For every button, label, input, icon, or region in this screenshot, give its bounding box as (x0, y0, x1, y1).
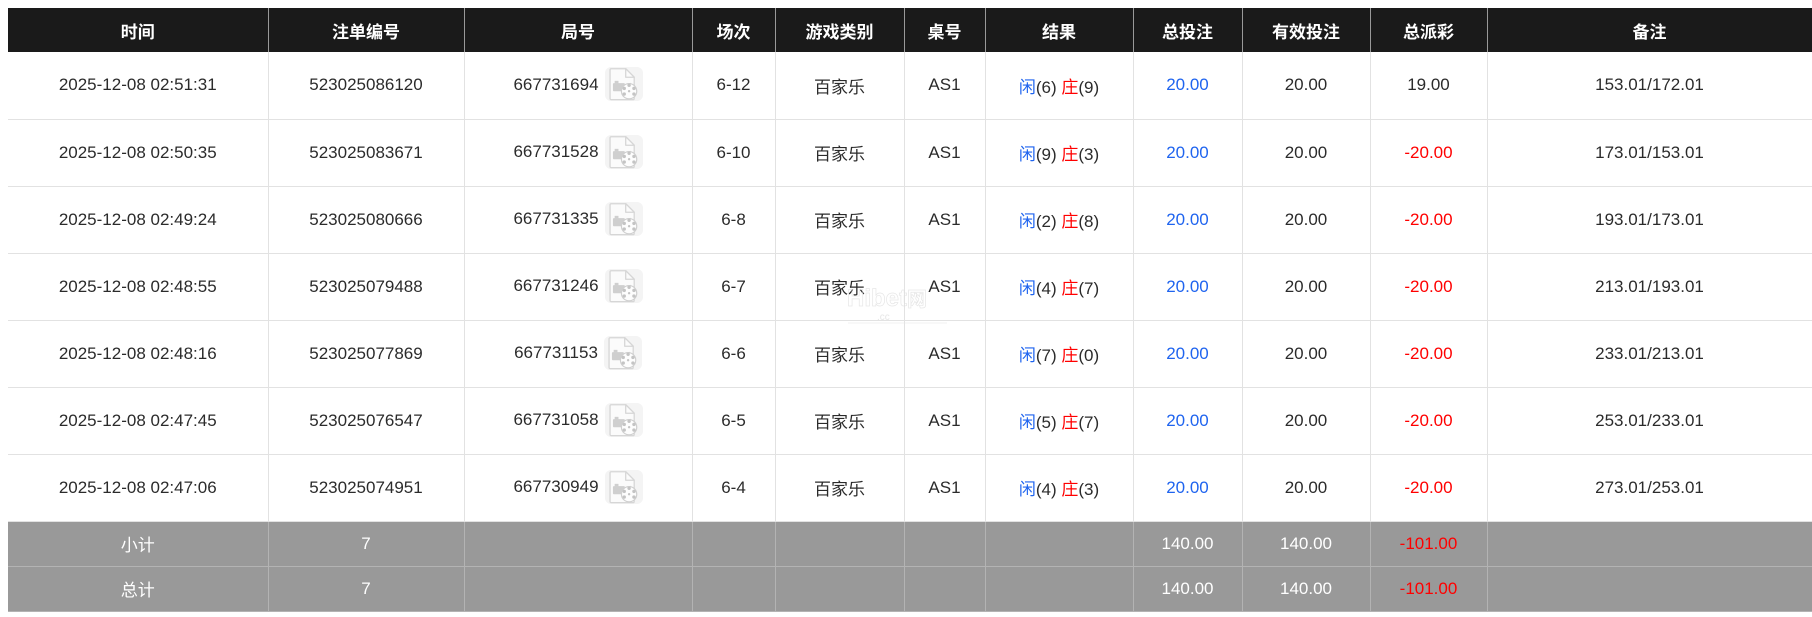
svg-text:.cc: .cc (877, 312, 890, 323)
svg-text:Hibet网: Hibet网 (847, 283, 927, 312)
